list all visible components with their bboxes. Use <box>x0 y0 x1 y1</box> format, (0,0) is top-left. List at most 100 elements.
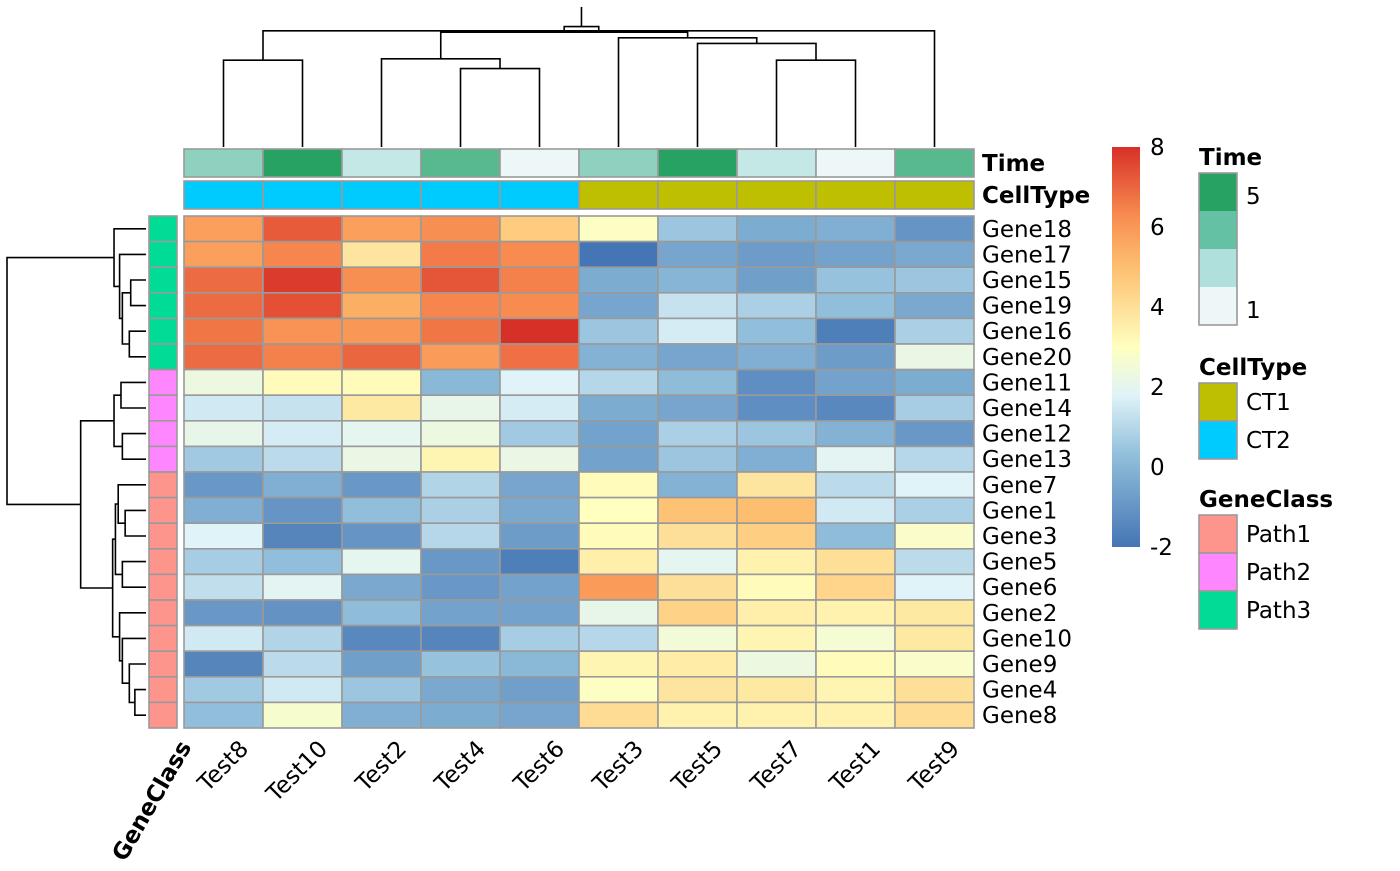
heatmap-cell-Gene3-Test2 <box>341 522 422 550</box>
heatmap-cell-Gene10-Test4 <box>420 624 501 652</box>
heatmap-cell-Gene13-Test4 <box>420 445 501 473</box>
annotation-geneclass-cell <box>148 522 178 550</box>
heatmap-cell-Gene4-Test10 <box>262 675 343 704</box>
heatmap-cell-Gene16-Test6 <box>499 317 580 345</box>
annotation-time-cell <box>262 148 343 178</box>
heatmap-cell-Gene9-Test5 <box>657 650 738 678</box>
column-annotations: Time CellType <box>183 148 1090 210</box>
legend-time-min: 1 <box>1246 298 1261 324</box>
heatmap-cell-Gene15-Test1 <box>815 266 896 294</box>
heatmap-cell-Gene17-Test1 <box>815 240 896 269</box>
heatmap-cell-Gene12-Test5 <box>657 419 738 448</box>
row-label: Gene6 <box>982 575 1057 601</box>
legend-geneclass-label: Path2 <box>1246 560 1311 586</box>
heatmap-cell-Gene2-Test6 <box>499 599 580 627</box>
heatmap-cell-Gene15-Test5 <box>657 266 738 294</box>
heatmap-cell-Gene6-Test8 <box>183 573 264 601</box>
heatmap-cell-Gene11-Test4 <box>420 368 501 397</box>
row-label: Gene16 <box>982 319 1072 345</box>
heatmap-cell-Gene1-Test1 <box>815 496 896 525</box>
heatmap-cell-Gene6-Test2 <box>341 573 422 601</box>
heatmap-cell-Gene3-Test3 <box>578 522 659 550</box>
heatmap-cell-Gene7-Test2 <box>341 471 422 499</box>
heatmap-cell-Gene13-Test1 <box>815 445 896 473</box>
heatmap-cell-Gene9-Test8 <box>183 650 264 678</box>
heatmap-cell-Gene2-Test7 <box>736 599 817 627</box>
column-dendrogram-branch <box>696 42 817 147</box>
heatmap-cell-Gene3-Test9 <box>894 522 975 550</box>
heatmap-cell-Gene2-Test8 <box>183 599 264 627</box>
column-dendrogram-branch <box>439 31 689 59</box>
heatmap-cell-Gene20-Test4 <box>420 343 501 371</box>
row-label: Gene4 <box>982 678 1057 704</box>
annotation-geneclass-cell <box>148 368 178 397</box>
heatmap-cell-Gene10-Test1 <box>815 624 896 652</box>
heatmap-cell-Gene8-Test6 <box>499 701 580 729</box>
heatmap-cell-Gene14-Test6 <box>499 394 580 422</box>
heatmap-cell-Gene5-Test2 <box>341 547 422 576</box>
row-dendrogram <box>6 228 146 716</box>
heatmap-cell-Gene11-Test6 <box>499 368 580 397</box>
heatmap-cell-Gene10-Test7 <box>736 624 817 652</box>
heatmap-cell-Gene11-Test1 <box>815 368 896 397</box>
legend-geneclass-swatch <box>1198 514 1238 554</box>
row-dendrogram-branch <box>134 688 146 716</box>
row-dendrogram-branch <box>124 509 146 537</box>
annotation-time-cell <box>420 148 501 178</box>
heatmap-cell-Gene18-Test10 <box>262 215 343 243</box>
heatmap-cell-Gene16-Test2 <box>341 317 422 345</box>
annotation-celltype-cell <box>341 180 422 210</box>
heatmap-cell-Gene11-Test5 <box>657 368 738 397</box>
annotation-geneclass-cell <box>148 650 178 678</box>
heatmap-cell-Gene14-Test7 <box>736 394 817 422</box>
heatmap-cell-Gene20-Test7 <box>736 343 817 371</box>
heatmap-cell-Gene5-Test5 <box>657 547 738 576</box>
annotation-geneclass-cell <box>148 291 178 320</box>
row-dendrogram-branch <box>117 484 146 524</box>
heatmap-cell-Gene4-Test3 <box>578 675 659 704</box>
row-label: Gene11 <box>982 370 1072 396</box>
heatmap-cell-Gene5-Test9 <box>894 547 975 576</box>
heatmap-cell-Gene3-Test5 <box>657 522 738 550</box>
heatmap-cell-Gene16-Test7 <box>736 317 817 345</box>
heatmap-cell-Gene11-Test3 <box>578 368 659 397</box>
heatmap-cell-Gene17-Test8 <box>183 240 264 269</box>
heatmap-cell-Gene15-Test8 <box>183 266 264 294</box>
row-label: Gene14 <box>982 396 1072 422</box>
heatmap-cell-Gene14-Test5 <box>657 394 738 422</box>
column-label: Test3 <box>587 736 648 797</box>
annotation-geneclass-cell <box>148 419 178 448</box>
annotation-geneclass-cell <box>148 317 178 345</box>
heatmap-cell-Gene4-Test7 <box>736 675 817 704</box>
legend-geneclass-label: Path1 <box>1246 522 1311 548</box>
heatmap-cell-Gene7-Test9 <box>894 471 975 499</box>
heatmap-cell-Gene18-Test7 <box>736 215 817 243</box>
heatmap-cell-Gene10-Test5 <box>657 624 738 652</box>
heatmap-cell-Gene13-Test5 <box>657 445 738 473</box>
heatmap-cell-Gene19-Test8 <box>183 291 264 320</box>
heatmap-cell-Gene12-Test2 <box>341 419 422 448</box>
legend-geneclass-swatch <box>1198 552 1238 592</box>
row-label: Gene12 <box>982 422 1072 448</box>
annotation-celltype-cell <box>578 180 659 210</box>
heatmap-cell-Gene9-Test10 <box>262 650 343 678</box>
annotation-geneclass-cell <box>148 394 178 422</box>
row-label: Gene3 <box>982 524 1057 550</box>
colorbar-tick-label: 0 <box>1150 455 1165 481</box>
heatmap-cell-Gene1-Test2 <box>341 496 422 525</box>
heatmap-cell-Gene13-Test7 <box>736 445 817 473</box>
row-label: Gene1 <box>982 498 1057 524</box>
heatmap-cell-Gene17-Test3 <box>578 240 659 269</box>
heatmap-cell-Gene20-Test1 <box>815 343 896 371</box>
heatmap-cell-Gene12-Test3 <box>578 419 659 448</box>
legend-time-swatch <box>1199 173 1237 211</box>
row-label: Gene17 <box>982 242 1072 268</box>
heatmap-cell-Gene1-Test8 <box>183 496 264 525</box>
heatmap-cell-Gene15-Test6 <box>499 266 580 294</box>
heatmap-cell-Gene12-Test6 <box>499 419 580 448</box>
heatmap-cell-Gene11-Test9 <box>894 368 975 397</box>
heatmap-cell-Gene3-Test4 <box>420 522 501 550</box>
row-label: Gene13 <box>982 447 1072 473</box>
heatmap-cell-Gene1-Test3 <box>578 496 659 525</box>
